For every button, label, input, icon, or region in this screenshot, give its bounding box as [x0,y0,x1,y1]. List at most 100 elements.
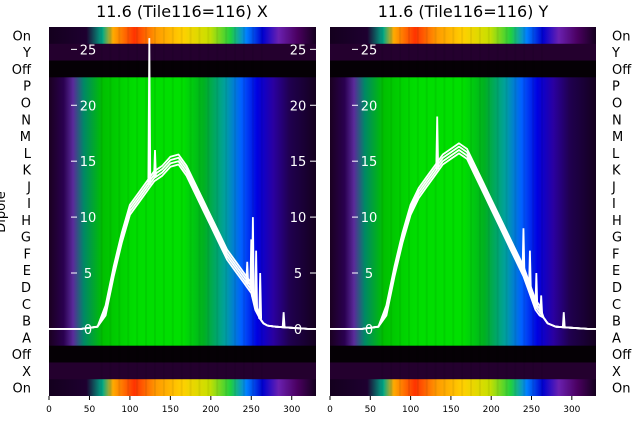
x-tick-label: 100 [402,405,419,415]
overlay-tick-label: 10 [290,211,307,226]
heatmap-row [49,345,316,364]
overlay-spike [245,261,250,285]
heatmap-row [49,144,316,162]
row-label: B [612,315,621,330]
row-label: C [22,298,31,313]
overlay-tick-label: 0 [84,323,92,338]
x-tick-label: 250 [243,405,260,415]
heatmap-row [330,177,596,196]
heatmap-row [330,194,596,213]
heatmap-row [330,345,596,364]
row-label: F [612,247,619,262]
overlay-tick-label: 15 [290,155,307,170]
panel-x-title: 11.6 (Tile116=116) X [96,2,268,21]
overlay-tick-label: 25 [80,43,97,58]
row-label: D [612,281,622,296]
heatmap-row [49,328,316,347]
heatmap-row [49,43,316,62]
panel-y-overlay [330,116,596,330]
x-tick-label: 0 [327,405,333,415]
row-label: J [26,180,31,195]
row-label: P [23,80,31,95]
heatmap-row [49,312,316,330]
heatmap-row [49,379,316,396]
row-label: I [27,197,31,212]
overlay-spike [281,312,286,328]
x-tick-label: 300 [283,405,300,415]
x-tick-label: 50 [365,405,377,415]
x-tick-label: 300 [563,405,580,415]
row-label: A [22,331,31,346]
x-tick-label: 0 [46,405,52,415]
heatmap-row [49,362,316,380]
row-label: On [612,29,630,44]
row-label: J [611,180,616,195]
panel-x-heatmap [49,27,316,396]
overlay-spike [251,217,255,297]
heatmap-row [330,27,596,45]
row-label: X [22,365,31,380]
y-axis-label: Dipole [0,191,9,232]
row-label: F [24,247,31,262]
row-label: X [612,365,621,380]
heatmap-row [330,60,596,78]
heatmap-row [49,94,316,112]
heatmap-row [49,60,316,78]
row-label: On [13,382,31,397]
overlay-spike [153,149,157,178]
row-label: K [22,164,31,179]
row-label: M [612,130,623,145]
heatmap-row [49,127,316,146]
row-label: N [21,113,31,128]
row-label: On [612,382,630,397]
overlay-tick-label: 20 [80,99,97,114]
row-label: H [21,214,31,229]
heatmap-row [49,228,316,246]
overlay-tick-label: 5 [294,267,302,282]
heatmap-row [330,295,596,313]
row-label: N [612,113,622,128]
heatmap-row [330,228,596,246]
row-label: G [21,231,31,246]
heatmap-row [49,194,316,213]
heatmap-row [330,127,596,146]
row-label: H [612,214,622,229]
row-label: Off [12,348,32,363]
row-label: K [612,164,621,179]
heatmap-row [330,77,596,95]
overlay-trace [49,153,316,330]
overlay-spike [528,250,532,291]
row-label: E [23,264,31,279]
x-tick-label: 200 [483,405,500,415]
overlay-spike [561,312,566,328]
overlay-tick-label: 15 [361,155,378,170]
heatmap-row [49,295,316,313]
row-label: A [612,331,621,346]
overlay-spike [258,272,263,319]
x-tick-label: 150 [442,405,459,415]
row-label: O [21,96,31,111]
panel-y-title: 11.6 (Tile116=116) Y [378,2,549,21]
panel-x: 11.6 (Tile116=116) X 0 0 5 5 10 10 15 15 20 20 25 2… [0,2,316,415]
overlay-spike [254,250,258,309]
overlay-tick-label: 0 [294,323,302,338]
heatmap-row [330,43,596,62]
row-label: Y [611,46,620,61]
overlay-spike [534,272,539,308]
row-label: C [612,298,621,313]
overlay-tick-label: 10 [80,211,97,226]
row-label: P [612,80,620,95]
overlay-tick-label: 20 [361,99,378,114]
row-label: Off [612,63,632,78]
heatmap-row [49,110,316,129]
heatmap-row [330,312,596,330]
heatmap-row [49,77,316,95]
row-label: B [22,315,31,330]
heatmap-row [330,110,596,129]
row-label: D [21,281,31,296]
x-tick-label: 150 [162,405,179,415]
overlay-tick-label: 25 [361,43,378,58]
x-tick-label: 100 [121,405,138,415]
row-label: L [612,147,620,162]
